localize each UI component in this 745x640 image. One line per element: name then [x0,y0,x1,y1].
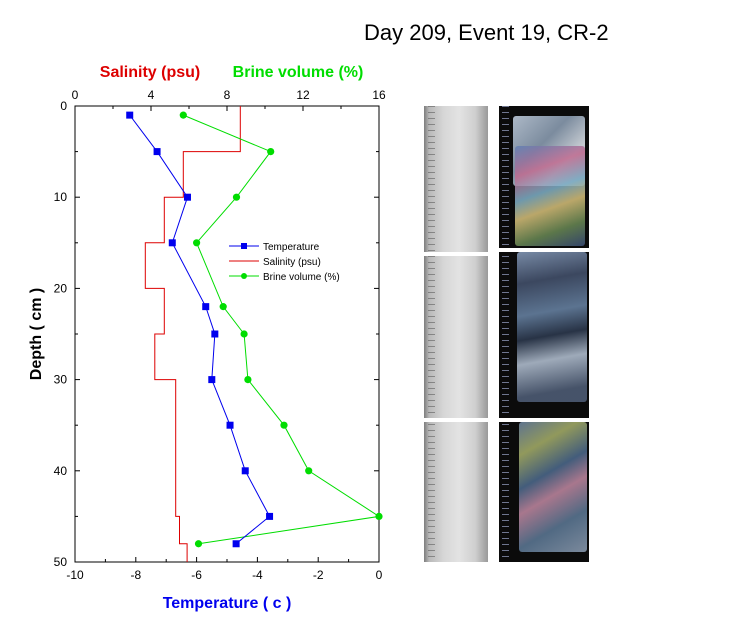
legend-temperature-label: Temperature [263,242,320,253]
core-photo-crosspolarized [499,106,589,562]
x-top-axis-title-salinity: Salinity (psu) [100,64,200,81]
legend-temperature-marker [241,243,247,249]
temperature-point [183,193,191,201]
brine-line [183,114,381,545]
x-bottom-tick-label: -4 [252,568,263,582]
brine-point [179,111,187,119]
core-photo-transmitted [424,106,488,562]
temperature-point [211,330,219,338]
brine-point [280,421,288,429]
temperature-point [153,148,161,156]
y-tick-label: 40 [54,464,68,478]
x-top-tick-label: 16 [372,88,386,102]
temperature-point [232,540,240,548]
y-tick-label: 0 [60,99,67,113]
plot-frame [74,105,380,563]
x-top-tick-label: 4 [148,88,155,102]
temperature-point [168,239,176,247]
legend-brine-label: Brine volume (%) [263,272,340,283]
brine-point [305,467,313,475]
y-tick-label: 10 [54,190,68,204]
temperature-point [126,111,134,119]
x-bottom-tick-label: -10 [66,568,84,582]
x-top-axis-title-brine: Brine volume (%) [233,64,364,81]
temperature-point [266,512,274,520]
brine-point [267,148,275,156]
y-axis-title: Depth ( cm ) [28,288,45,380]
x-bottom-tick-label: 0 [376,568,383,582]
y-tick-label: 50 [54,555,68,569]
temperature-point [241,467,249,475]
brine-point [244,376,252,384]
brine-point [219,303,227,311]
temperature-line [129,114,271,545]
x-top-tick-label: 0 [72,88,79,102]
legend-salinity-label: Salinity (psu) [263,257,321,268]
brine-point [193,239,201,247]
temperature-point [202,303,210,311]
x-top-tick-label: 12 [296,88,310,102]
x-top-tick-label: 8 [224,88,231,102]
temperature-point [208,376,216,384]
x-bottom-axis-title: Temperature ( c ) [163,595,292,612]
x-bottom-tick-label: -2 [313,568,324,582]
legend-brine-marker [241,273,247,279]
x-bottom-tick-label: -8 [130,568,141,582]
figure-title: Day 209, Event 19, CR-2 [364,20,609,45]
brine-point [232,193,241,201]
temperature-point [226,421,234,429]
x-bottom-tick-label: -6 [191,568,202,582]
y-tick-label: 20 [54,281,68,295]
brine-point [240,330,248,338]
brine-point [375,512,383,521]
brine-point [194,540,203,548]
salinity-line [144,106,241,562]
y-tick-label: 30 [54,373,68,387]
